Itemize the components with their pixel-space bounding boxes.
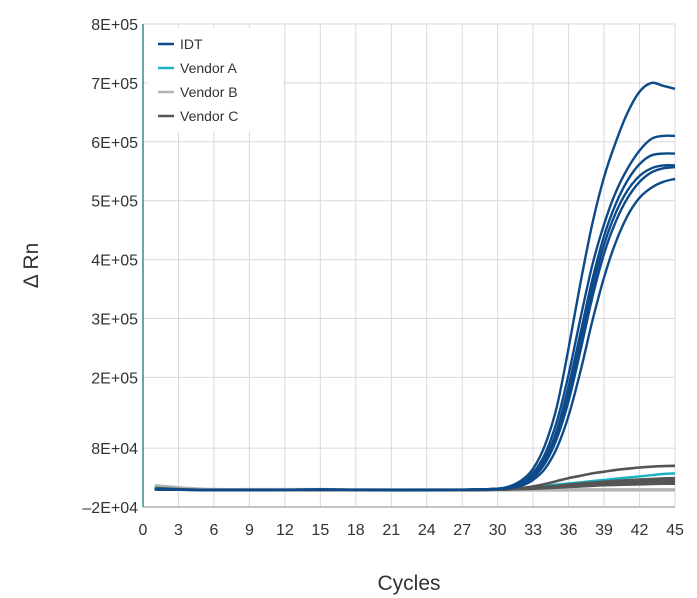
x-tick-label: 45 xyxy=(666,522,684,539)
series-line-idt xyxy=(154,163,676,492)
x-tick-label: 42 xyxy=(631,522,649,539)
axes xyxy=(142,24,675,508)
x-tick-label: 9 xyxy=(245,522,254,539)
legend-label: Vendor A xyxy=(180,60,237,76)
series-layer xyxy=(154,81,676,492)
grid-lines xyxy=(142,23,676,508)
legend-label: Vendor B xyxy=(180,84,238,100)
legend-label: Vendor C xyxy=(180,108,238,124)
y-tick-label: 4E+05 xyxy=(91,253,138,270)
x-tick-label: 6 xyxy=(209,522,218,539)
y-tick-label: 2E+05 xyxy=(91,370,138,387)
x-tick-label: 3 xyxy=(174,522,183,539)
x-tick-label: 12 xyxy=(276,522,294,539)
x-tick-label: 33 xyxy=(524,522,542,539)
y-tick-label: 3E+05 xyxy=(91,312,138,329)
x-tick-label: 15 xyxy=(311,522,329,539)
y-tick-label: 7E+05 xyxy=(91,76,138,93)
y-tick-label: –2E+04 xyxy=(82,500,138,517)
legend: IDT Vendor A Vendor B Vendor C xyxy=(148,28,283,132)
y-axis-title: Δ Rn xyxy=(20,243,43,289)
y-tick-labels: –2E+04 8E+04 2E+05 3E+05 4E+05 5E+05 6E+05 7E+0… xyxy=(82,17,138,517)
x-tick-label: 30 xyxy=(489,522,507,539)
x-tick-label: 36 xyxy=(560,522,578,539)
series-line-idt xyxy=(154,81,676,492)
x-tick-label: 18 xyxy=(347,522,365,539)
x-tick-labels: 0 3 6 9 12 15 18 21 24 27 30 33 36 39 42 45 xyxy=(139,522,684,539)
x-tick-label: 0 xyxy=(139,522,148,539)
legend-box xyxy=(148,28,283,132)
y-tick-label: 8E+05 xyxy=(91,17,138,34)
series-line-idt xyxy=(154,165,676,492)
y-tick-label: 6E+05 xyxy=(91,135,138,152)
x-tick-label: 39 xyxy=(595,522,613,539)
legend-label: IDT xyxy=(180,36,203,52)
x-tick-label: 24 xyxy=(418,522,436,539)
series-line-idt xyxy=(154,134,676,492)
x-axis-title: Cycles xyxy=(377,572,440,595)
series-line-idt xyxy=(154,177,676,492)
y-tick-label: 8E+04 xyxy=(91,441,138,458)
y-tick-label: 5E+05 xyxy=(91,194,138,211)
x-tick-label: 21 xyxy=(382,522,400,539)
x-tick-label: 27 xyxy=(453,522,471,539)
